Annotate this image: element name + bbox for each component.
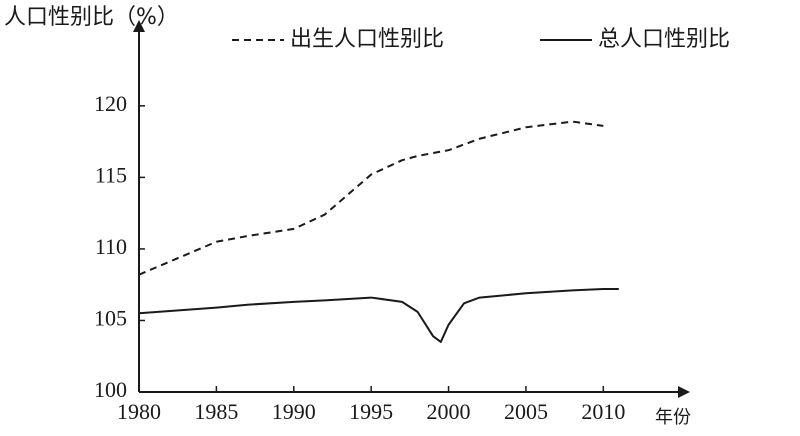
series-line (138, 287, 619, 343)
y-tick-label: 120 (94, 91, 127, 116)
x-tick-label: 1990 (272, 399, 316, 424)
x-tick-label: 2000 (427, 399, 471, 424)
y-axis-label: 人口性别比（%） (4, 5, 179, 30)
x-tick-label: 1985 (194, 399, 238, 424)
x-tick-label: 2005 (504, 399, 548, 424)
y-tick-label: 100 (94, 377, 127, 402)
x-axis-arrow (678, 386, 690, 398)
y-axis-arrow (133, 20, 145, 32)
x-tick-label: 1980 (117, 399, 161, 424)
y-tick-label: 110 (95, 234, 127, 259)
x-tick-label: 2010 (581, 399, 625, 424)
y-tick-label: 105 (94, 306, 127, 331)
legend-label: 总人口性别比 (598, 27, 730, 52)
x-axis-label: 年份 (655, 407, 691, 428)
series-line (138, 120, 604, 276)
y-tick-label: 115 (95, 162, 127, 187)
legend-label: 出生人口性别比 (290, 27, 444, 52)
x-tick-label: 1995 (349, 399, 393, 424)
